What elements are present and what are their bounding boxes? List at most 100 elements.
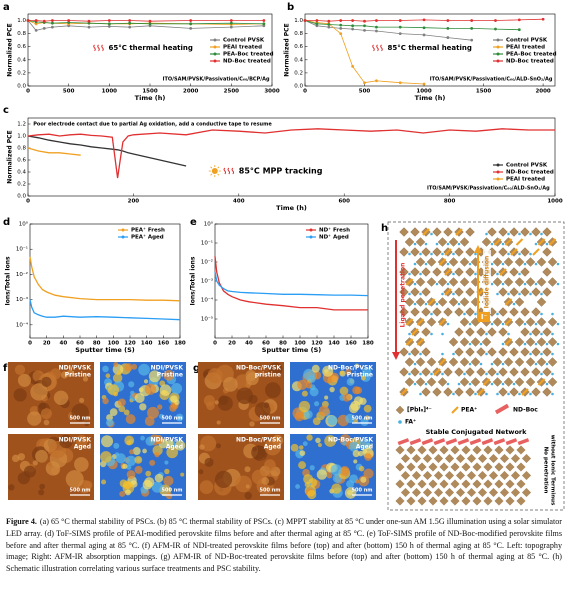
octahedron — [531, 327, 541, 337]
octahedron — [477, 453, 488, 464]
fa-ion — [452, 272, 455, 276]
network-label: Stable Conjugated Network — [426, 428, 528, 436]
data-point — [363, 81, 366, 85]
octahedron — [472, 496, 482, 506]
ir-domain — [169, 404, 177, 412]
ir-domain — [115, 453, 126, 464]
data-point — [189, 19, 193, 22]
octahedron — [432, 227, 442, 237]
fa-ion — [507, 252, 510, 256]
schematic-frame — [387, 221, 565, 511]
octahedron — [503, 277, 514, 287]
octahedron — [454, 307, 464, 317]
octahedron — [399, 347, 409, 357]
ir-domain — [360, 375, 366, 381]
octahedron — [465, 287, 475, 297]
grain — [84, 421, 90, 427]
octahedron — [426, 317, 437, 327]
x-tick-label: 500 — [63, 89, 75, 95]
ir-domain — [147, 406, 159, 419]
octahedron — [531, 387, 541, 397]
x-tick-label: 140 — [328, 341, 340, 347]
fa-ion — [435, 242, 439, 246]
octahedron — [547, 277, 558, 287]
grain — [244, 466, 251, 473]
ndboc-ligand — [445, 438, 458, 446]
ir-domain — [144, 416, 155, 427]
fa-ion — [485, 392, 488, 396]
octahedron — [421, 347, 431, 357]
octahedron — [510, 487, 521, 498]
octahedron — [411, 453, 422, 464]
ndboc-ligand — [517, 438, 530, 446]
octahedron — [395, 462, 405, 472]
fa-ion — [529, 392, 532, 396]
x-tick-label: 120 — [311, 341, 323, 347]
octahedron — [437, 237, 448, 247]
fa-ion — [441, 352, 444, 356]
octahedron — [395, 496, 405, 506]
octahedron — [459, 297, 470, 307]
x-tick-label: 600 — [338, 199, 350, 205]
octahedron — [476, 347, 486, 357]
data-point — [87, 19, 91, 23]
ir-domain — [105, 418, 114, 427]
image-label: NDI/PVSK — [59, 437, 92, 444]
octahedron — [459, 337, 470, 347]
pea-ligand — [438, 258, 447, 266]
grain — [66, 369, 74, 378]
octahedron — [514, 277, 525, 287]
data-point — [470, 19, 474, 22]
octahedron — [509, 347, 519, 357]
octahedron — [417, 445, 427, 455]
legend-label: PEA⁺ Fresh — [131, 227, 165, 234]
data-point — [26, 19, 30, 22]
y-tick-label: 10⁻¹ — [201, 240, 213, 247]
x-axis-label: Sputter time (S) — [262, 346, 321, 354]
fa-ion — [496, 372, 499, 376]
pea-ligand — [504, 298, 513, 306]
octahedron — [410, 367, 420, 377]
image-label: ND-Boc/PVSK — [328, 365, 373, 372]
ir-domain — [124, 489, 131, 496]
series-line — [27, 147, 81, 156]
octahedron — [415, 257, 426, 267]
data-point — [470, 27, 474, 30]
octahedron — [411, 470, 422, 481]
legend-label: ND-Boc treated — [506, 59, 554, 65]
pea-ligand — [444, 268, 452, 276]
ir-domain — [295, 484, 300, 489]
octahedron — [461, 462, 471, 472]
heat-icon — [101, 44, 104, 52]
fa-ion — [529, 232, 532, 236]
data-point — [51, 19, 54, 22]
ir-domain — [316, 469, 328, 480]
legend-marker — [496, 177, 500, 181]
y-tick-label: 10⁻⁵ — [201, 316, 213, 323]
image-label: Pristine — [347, 372, 373, 379]
fa-ion — [540, 232, 543, 236]
fa-ion — [507, 392, 510, 396]
data-point — [107, 19, 111, 22]
ir-domain — [294, 412, 304, 422]
octahedron — [542, 327, 552, 337]
fa-ion — [545, 342, 549, 346]
octahedron — [505, 479, 515, 489]
fa-ion — [507, 332, 510, 336]
data-point — [51, 21, 54, 25]
fa-ion — [507, 232, 510, 236]
fa-ion — [534, 242, 538, 246]
data-point — [34, 28, 38, 32]
grain — [218, 395, 229, 405]
fa-ion — [424, 382, 428, 386]
grain — [23, 465, 36, 478]
octahedron — [525, 317, 536, 327]
y-tick-label: 0.0 — [294, 84, 303, 90]
ir-domain — [301, 390, 308, 397]
pea-ligand — [548, 238, 557, 246]
ir-domain — [326, 472, 333, 479]
octahedron — [477, 487, 488, 498]
fa-ion — [518, 232, 521, 236]
legend-marker — [496, 38, 500, 42]
x-axis-label: Time (h) — [135, 94, 166, 102]
